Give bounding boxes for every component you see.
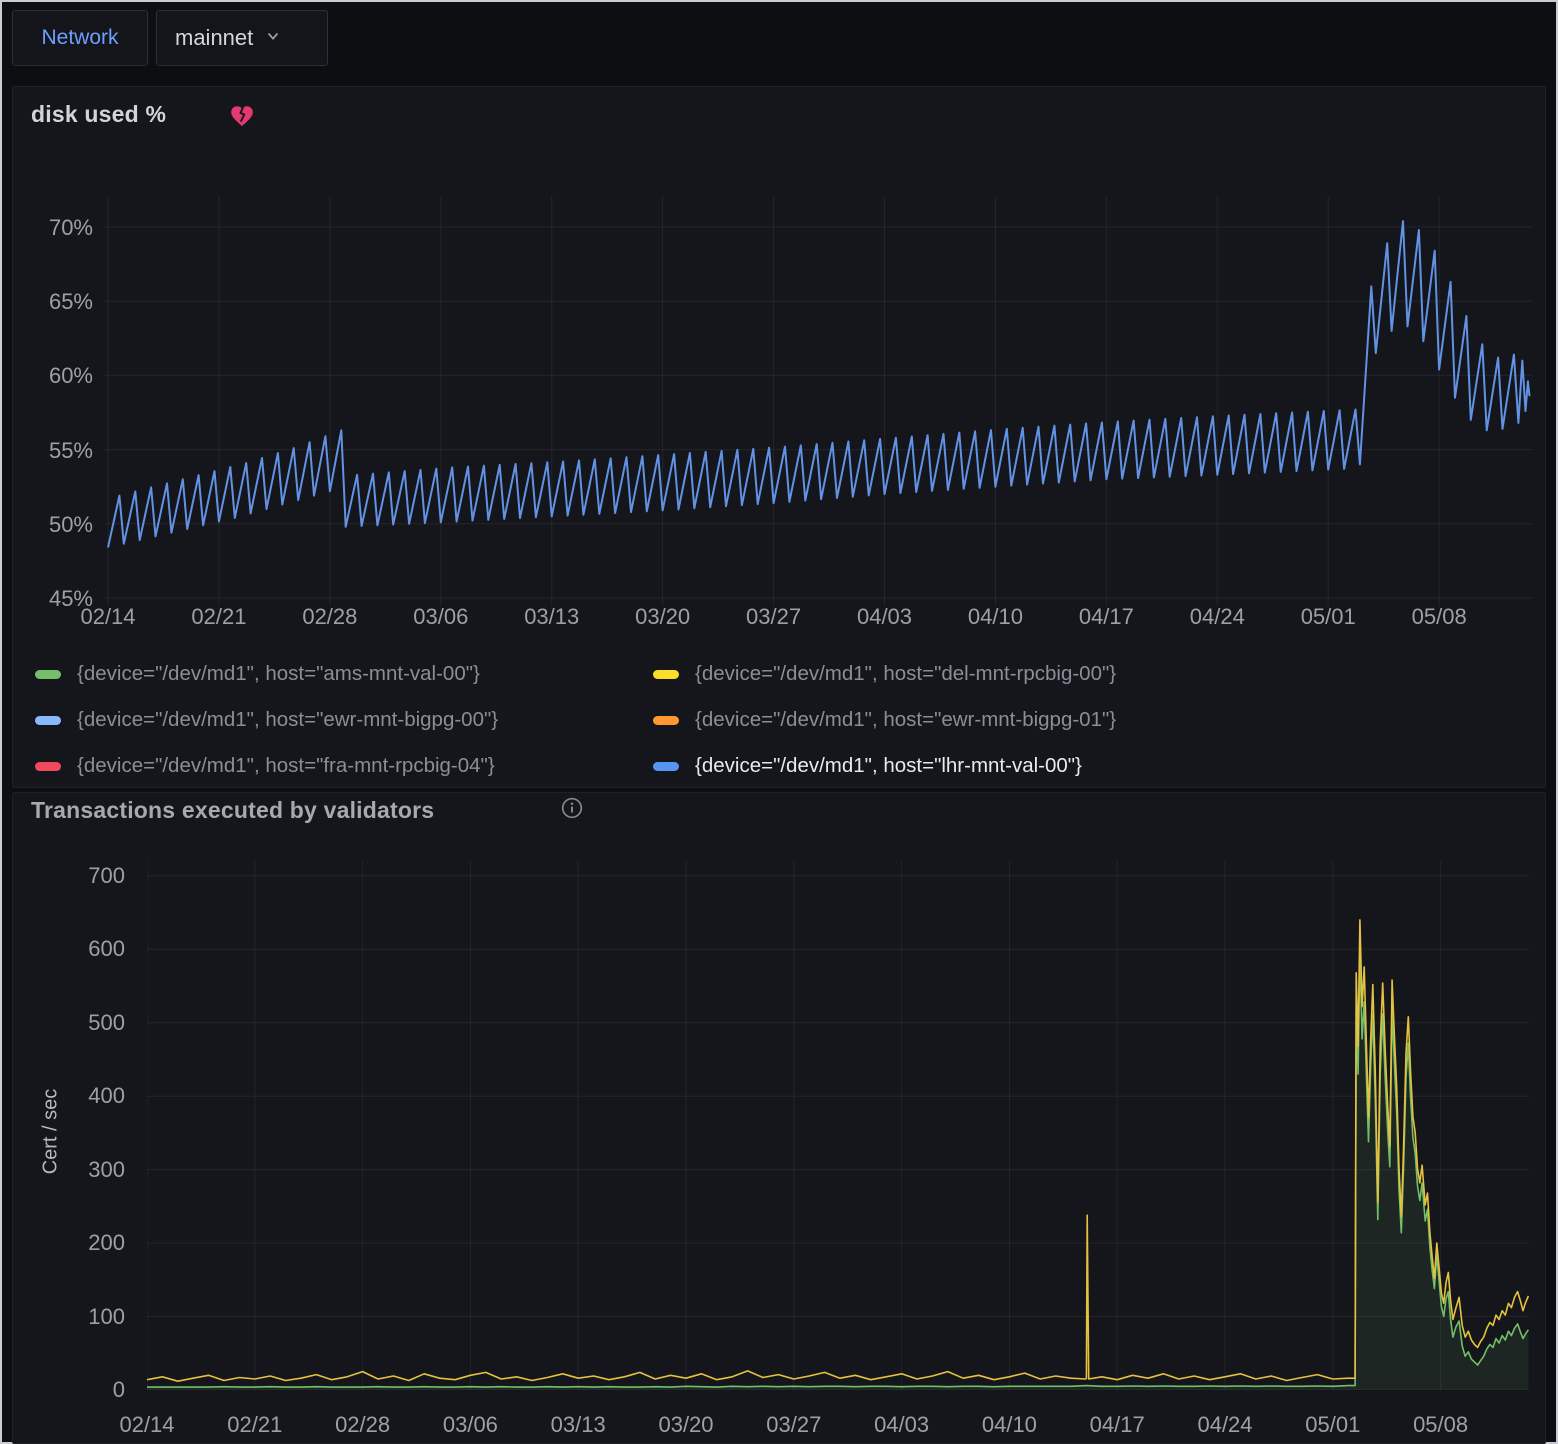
legend-label: {device="/dev/md1", host="lhr-mnt-val-00… (695, 754, 1082, 778)
network-variable-value: mainnet (175, 25, 253, 51)
x-tick-label: 03/06 (443, 1412, 498, 1438)
transactions-chart[interactable] (147, 861, 1529, 1390)
panel1-legend: {device="/dev/md1", host="ams-mnt-val-00… (35, 651, 1116, 788)
legend-item[interactable]: {device="/dev/md1", host="fra-mnt-rpcbig… (35, 754, 653, 778)
x-tick-label: 03/20 (658, 1412, 713, 1438)
panel1-title[interactable]: disk used % (31, 101, 166, 128)
legend-color-swatch (35, 670, 61, 679)
panel2-title[interactable]: Transactions executed by validators (31, 797, 434, 824)
panel-disk-used: disk used % 70%65%60%55%50%45% 02/1402/2… (12, 86, 1546, 788)
disk-used-chart[interactable] (105, 196, 1533, 606)
legend-item[interactable]: {device="/dev/md1", host="ams-mnt-val-00… (35, 662, 653, 686)
legend-color-swatch (35, 762, 61, 771)
y-tick-label: 65% (13, 289, 93, 315)
y-tick-label: 600 (13, 936, 125, 962)
x-tick-label: 02/21 (191, 604, 246, 630)
legend-item[interactable]: {device="/dev/md1", host="lhr-mnt-val-00… (653, 754, 1116, 778)
y-tick-label: 0 (13, 1377, 125, 1403)
network-variable-dropdown[interactable]: mainnet (156, 10, 328, 66)
x-tick-label: 03/20 (635, 604, 690, 630)
y-tick-label: 500 (13, 1010, 125, 1036)
variable-label-box: Network (12, 10, 148, 66)
x-tick-label: 04/10 (968, 604, 1023, 630)
info-circle-icon[interactable] (560, 796, 584, 820)
x-tick-label: 03/13 (524, 604, 579, 630)
legend-item[interactable]: {device="/dev/md1", host="ewr-mnt-bigpg-… (653, 708, 1116, 732)
x-tick-label: 03/27 (766, 1412, 821, 1438)
x-tick-label: 04/24 (1197, 1412, 1252, 1438)
legend-color-swatch (653, 762, 679, 771)
y-tick-label: 200 (13, 1230, 125, 1256)
variable-label: Network (41, 26, 118, 50)
x-tick-label: 05/01 (1305, 1412, 1360, 1438)
legend-color-swatch (653, 716, 679, 725)
y-tick-label: 300 (13, 1157, 125, 1183)
x-tick-label: 04/03 (857, 604, 912, 630)
x-tick-label: 02/21 (227, 1412, 282, 1438)
legend-label: {device="/dev/md1", host="del-mnt-rpcbig… (695, 662, 1116, 686)
y-tick-label: 50% (13, 512, 93, 538)
x-tick-label: 04/17 (1079, 604, 1134, 630)
chart2-y-axis-title: Cert / sec (40, 1042, 63, 1222)
x-tick-label: 03/13 (551, 1412, 606, 1438)
y-tick-label: 400 (13, 1083, 125, 1109)
y-tick-label: 55% (13, 438, 93, 464)
panel-transactions: Transactions executed by validators Cert… (12, 792, 1546, 1444)
x-tick-label: 02/28 (302, 604, 357, 630)
x-tick-label: 02/14 (80, 604, 135, 630)
broken-heart-icon (229, 103, 255, 129)
x-tick-label: 05/01 (1301, 604, 1356, 630)
x-tick-label: 03/27 (746, 604, 801, 630)
x-tick-label: 03/06 (413, 604, 468, 630)
legend-color-swatch (35, 716, 61, 725)
y-tick-label: 100 (13, 1304, 125, 1330)
x-tick-label: 04/10 (982, 1412, 1037, 1438)
x-tick-label: 02/28 (335, 1412, 390, 1438)
legend-item[interactable]: {device="/dev/md1", host="del-mnt-rpcbig… (653, 662, 1116, 686)
legend-label: {device="/dev/md1", host="fra-mnt-rpcbig… (77, 754, 495, 778)
y-tick-label: 700 (13, 863, 125, 889)
x-tick-label: 05/08 (1413, 1412, 1468, 1438)
legend-label: {device="/dev/md1", host="ewr-mnt-bigpg-… (695, 708, 1116, 732)
chevron-down-icon (265, 28, 281, 49)
legend-color-swatch (653, 670, 679, 679)
grafana-dashboard: { "header": { "variable_label": "Network… (0, 0, 1558, 1444)
x-tick-label: 04/03 (874, 1412, 929, 1438)
x-tick-label: 04/17 (1090, 1412, 1145, 1438)
legend-label: {device="/dev/md1", host="ams-mnt-val-00… (77, 662, 480, 686)
legend-label: {device="/dev/md1", host="ewr-mnt-bigpg-… (77, 708, 498, 732)
x-tick-label: 02/14 (119, 1412, 174, 1438)
x-tick-label: 05/08 (1412, 604, 1467, 630)
y-tick-label: 60% (13, 363, 93, 389)
x-tick-label: 04/24 (1190, 604, 1245, 630)
y-tick-label: 70% (13, 215, 93, 241)
legend-item[interactable]: {device="/dev/md1", host="ewr-mnt-bigpg-… (35, 708, 653, 732)
